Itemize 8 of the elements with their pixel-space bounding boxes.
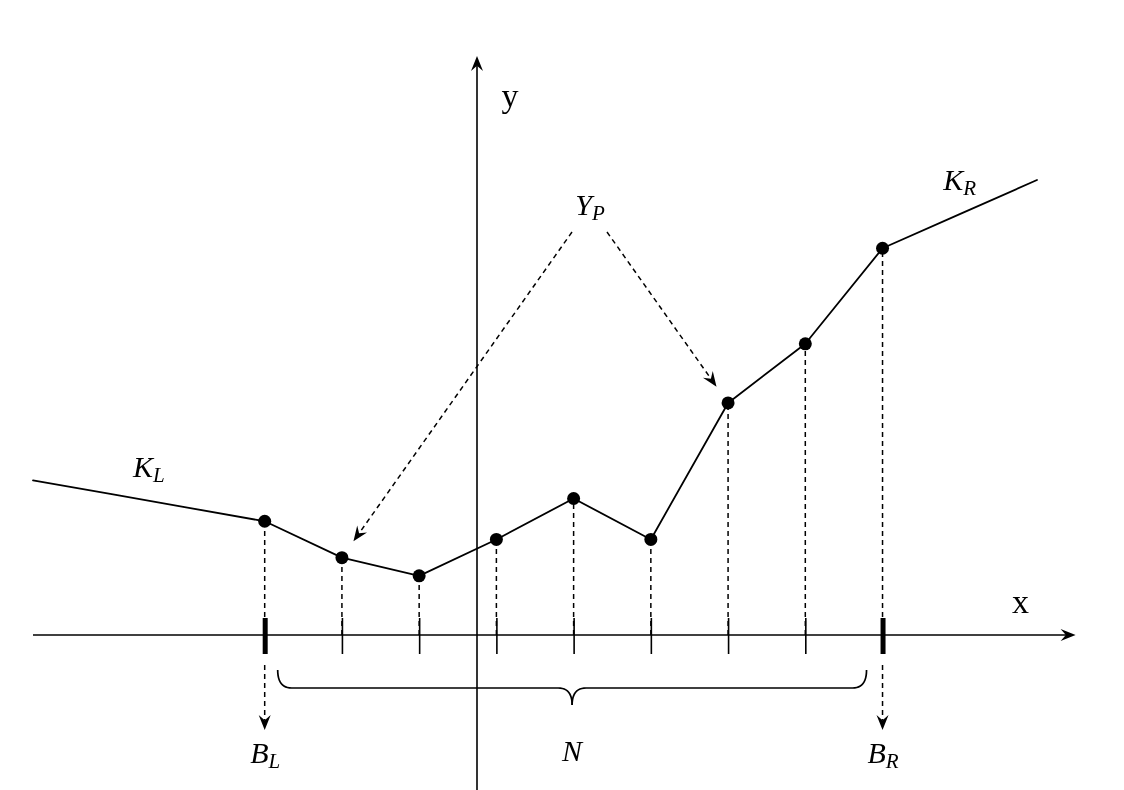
series-label: K$_{R}$: [942, 163, 977, 200]
y-axis-title: y: [501, 77, 519, 114]
annotation: Y$_{P}$: [575, 188, 605, 225]
x-tick-label: B$_{R}$: [867, 736, 899, 773]
series-label: K$_{L}$: [131, 449, 165, 487]
x-tick-label: B$_{L}$: [250, 736, 281, 773]
text: N: [561, 734, 585, 767]
x-axis-title: x: [1012, 583, 1030, 620]
